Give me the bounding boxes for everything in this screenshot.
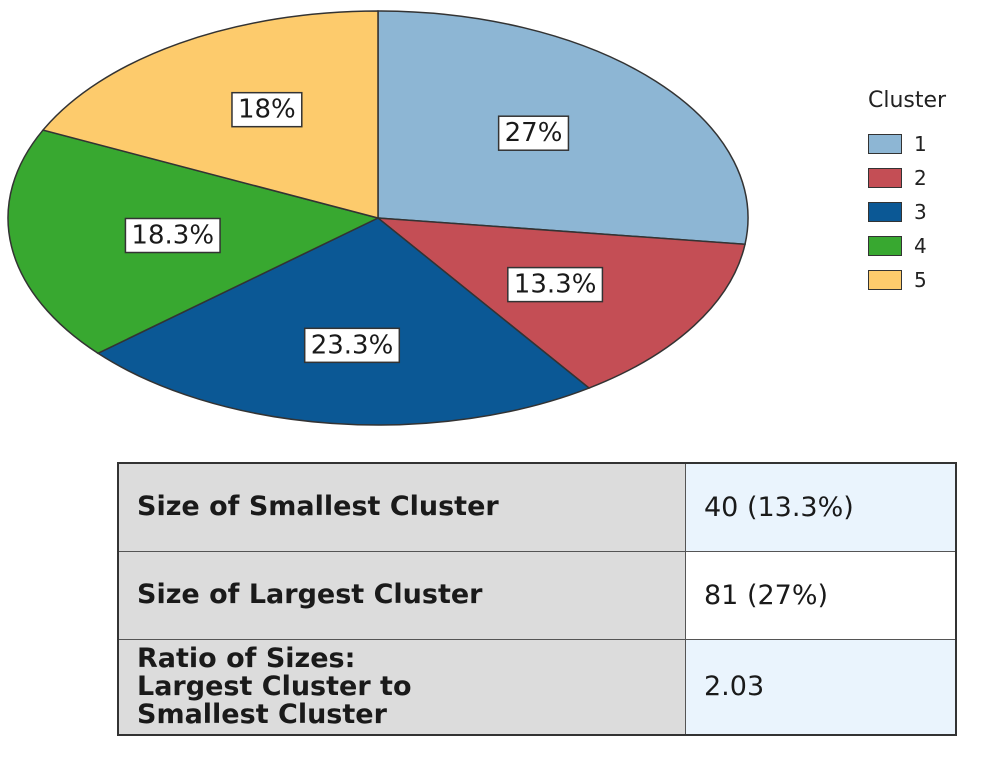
legend-swatch: [868, 168, 902, 188]
row-value: 40 (13.3%): [685, 462, 957, 552]
slice-label-box: [231, 91, 303, 128]
row-label: Ratio of Sizes: Largest Cluster to Small…: [117, 638, 686, 736]
row-value: 2.03: [685, 638, 957, 736]
table-row-ratio: Ratio of Sizes: Largest Cluster to Small…: [117, 638, 957, 736]
legend-label: 4: [914, 234, 927, 258]
legend-item-cluster-5: 5: [868, 263, 946, 297]
row-label: Size of Largest Cluster: [117, 550, 686, 640]
legend-label: 3: [914, 200, 927, 224]
row-value: 81 (27%): [685, 550, 957, 640]
legend-item-cluster-2: 2: [868, 161, 946, 195]
slice-label-text: 13.3%: [514, 270, 597, 300]
slice-label-text: 23.3%: [311, 330, 394, 360]
table-row-largest: Size of Largest Cluster 81 (27%): [117, 550, 957, 640]
legend: Cluster 1 2 3 4 5: [868, 88, 946, 297]
slice-label-text: 27%: [505, 118, 563, 148]
slice-label-text: 18.3%: [131, 221, 214, 251]
pie-slice-cluster-5: [41, 10, 379, 219]
table-row-smallest: Size of Smallest Cluster 40 (13.3%): [117, 462, 957, 552]
slice-label-cluster-4: 18.3%: [124, 217, 221, 254]
slice-label-box: [497, 115, 570, 151]
legend-swatch: [868, 134, 902, 154]
row-label: Size of Smallest Cluster: [117, 462, 686, 552]
legend-title: Cluster: [868, 88, 947, 113]
legend-label: 5: [914, 268, 927, 292]
legend-label: 2: [914, 166, 927, 190]
pie-chart: 27% 13.3% 23.3% 18.3% 18%: [7, 10, 749, 426]
pie-slice-cluster-3: [96, 217, 591, 426]
legend-label: 1: [914, 132, 927, 156]
cluster-stats-table: Size of Smallest Cluster 40 (13.3%) Size…: [117, 462, 957, 736]
pie-slice-cluster-2: [375, 217, 746, 389]
legend-items: 1 2 3 4 5: [868, 127, 946, 297]
slice-label-cluster-3: 23.3%: [303, 327, 401, 364]
legend-swatch: [868, 202, 902, 222]
legend-swatch: [868, 236, 902, 256]
slice-label-box: [507, 266, 604, 303]
slice-label-box: [303, 327, 401, 364]
slice-label-box: [124, 217, 221, 254]
legend-item-cluster-1: 1: [868, 127, 946, 161]
legend-item-cluster-3: 3: [868, 195, 946, 229]
slice-label-text: 18%: [238, 95, 296, 125]
legend-item-cluster-4: 4: [868, 229, 946, 263]
slice-label-cluster-5: 18%: [231, 91, 303, 128]
slice-label-cluster-1: 27%: [497, 115, 570, 151]
slice-label-cluster-2: 13.3%: [507, 266, 604, 303]
pie-slices: [7, 10, 749, 426]
pie-labels: 27% 13.3% 23.3% 18.3% 18%: [124, 91, 604, 364]
legend-swatch: [868, 270, 902, 290]
